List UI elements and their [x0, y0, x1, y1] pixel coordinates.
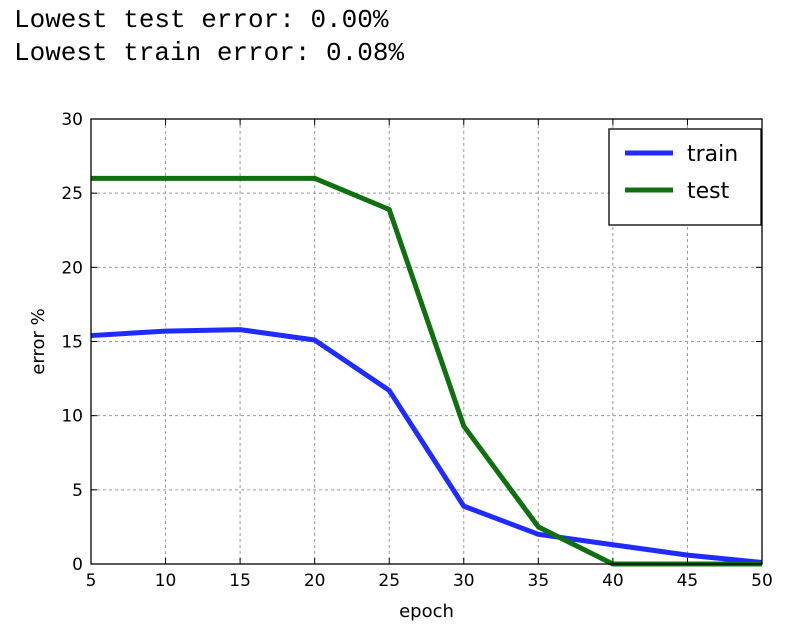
x-tick-label: 15 — [229, 571, 251, 591]
y-tick-label: 25 — [61, 184, 83, 204]
lowest-train-error-text: Lowest train error: 0.08% — [14, 38, 405, 68]
x-axis-label: epoch — [399, 601, 454, 622]
legend: train test — [608, 128, 762, 226]
x-tick-label: 10 — [155, 571, 177, 591]
x-tick-label: 20 — [304, 571, 326, 591]
legend-label-train: train — [687, 142, 738, 167]
series-line-test — [91, 175, 762, 567]
y-tick-label: 10 — [61, 407, 83, 427]
y-tick-label: 15 — [61, 333, 83, 353]
y-tick-label: 30 — [61, 110, 83, 130]
y-tick-label: 5 — [72, 481, 83, 501]
lowest-test-error-text: Lowest test error: 0.00% — [14, 5, 389, 35]
x-tick-label: 45 — [677, 571, 699, 591]
series-line-train — [90, 327, 763, 566]
x-tick-label: 50 — [751, 571, 773, 591]
legend-label-test: test — [687, 179, 730, 204]
series-lines — [90, 175, 763, 567]
x-tick-label: 30 — [453, 571, 475, 591]
y-tick-label: 20 — [61, 258, 83, 278]
output-summary: Lowest test error: 0.00% Lowest train err… — [14, 4, 404, 70]
y-tick-label: 0 — [72, 555, 83, 575]
legend-box — [608, 128, 762, 226]
x-tick-label: 40 — [602, 571, 624, 591]
x-tick-label: 35 — [528, 571, 550, 591]
x-tick-label: 5 — [86, 571, 97, 591]
y-axis-label: error % — [28, 308, 49, 374]
x-tick-label: 25 — [378, 571, 400, 591]
